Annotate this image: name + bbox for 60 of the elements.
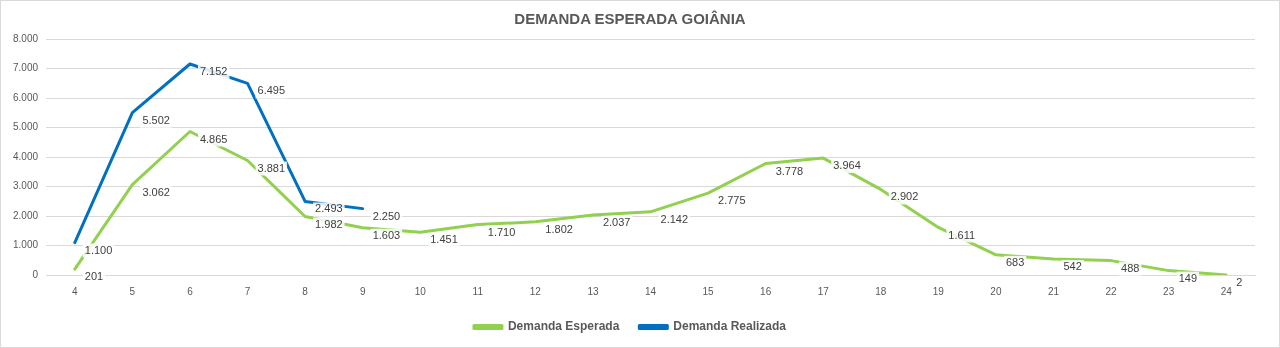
- x-tick-label: 16: [760, 285, 772, 297]
- y-tick-label: 6.000: [12, 91, 39, 103]
- x-tick-label: 19: [932, 285, 945, 297]
- data-label: 2.250: [372, 209, 401, 222]
- x-tick-label: 8: [302, 285, 309, 297]
- data-label: 1.603: [372, 228, 401, 241]
- x-tick-label: 9: [359, 285, 366, 297]
- x-tick-label: 4: [72, 285, 79, 297]
- y-tick-label: 7.000: [12, 62, 39, 74]
- x-tick-label: 7: [244, 285, 251, 297]
- data-label: 2.142: [660, 212, 689, 225]
- data-label: 3.881: [257, 161, 286, 174]
- chart-title: DEMANDA ESPERADA GOIÂNIA: [514, 10, 746, 28]
- data-label: 1.710: [487, 225, 516, 238]
- x-tick-label: 15: [702, 285, 715, 297]
- data-label: 5.502: [142, 113, 170, 126]
- data-label: 1.611: [948, 228, 976, 241]
- data-label: 1.802: [545, 222, 573, 235]
- data-label: 2.775: [718, 194, 746, 207]
- x-tick-label: 5: [129, 285, 136, 297]
- data-label: 683: [1005, 255, 1025, 268]
- y-tick-label: 2.000: [12, 209, 39, 221]
- y-tick-label: 0: [32, 268, 39, 280]
- data-label: 201: [84, 270, 104, 283]
- data-label: 3.778: [775, 164, 804, 177]
- data-label: 6.495: [257, 84, 286, 97]
- data-label: 1.100: [84, 243, 113, 256]
- y-tick-label: 1.000: [12, 239, 39, 251]
- data-label: 3.964: [833, 159, 861, 172]
- x-tick-label: 6: [187, 285, 194, 297]
- data-label: 149: [1178, 271, 1197, 284]
- x-tick-label: 11: [472, 285, 484, 297]
- x-tick-label: 10: [414, 285, 427, 297]
- data-label: 2: [1236, 275, 1243, 288]
- x-tick-label: 13: [587, 285, 599, 297]
- x-tick-label: 23: [1163, 285, 1175, 297]
- data-label: 4.865: [199, 132, 228, 145]
- data-label: 7.152: [199, 65, 228, 78]
- data-label: 488: [1121, 261, 1140, 274]
- y-tick-label: 5.000: [12, 121, 39, 133]
- data-label: 1.982: [315, 217, 343, 230]
- data-label: 2.037: [602, 215, 631, 228]
- x-tick-label: 22: [1105, 285, 1118, 297]
- x-tick-label: 21: [1047, 285, 1060, 297]
- legend-label: Demanda Realizada: [673, 319, 787, 334]
- data-label: 1.451: [430, 233, 458, 246]
- data-label: 2.493: [315, 202, 343, 215]
- data-label: 2.902: [890, 190, 919, 203]
- data-label: 542: [1063, 260, 1082, 273]
- x-tick-label: 14: [644, 285, 657, 297]
- y-tick-label: 8.000: [12, 32, 39, 44]
- legend-label: Demanda Esperada: [507, 319, 620, 334]
- x-tick-label: 20: [990, 285, 1002, 297]
- y-tick-label: 3.000: [12, 180, 39, 192]
- data-label: 3.062: [142, 185, 170, 198]
- x-tick-label: 18: [875, 285, 887, 297]
- x-tick-label: 17: [817, 285, 830, 297]
- x-tick-label: 24: [1220, 285, 1233, 297]
- x-tick-label: 12: [529, 285, 542, 297]
- y-tick-label: 4.000: [12, 150, 39, 162]
